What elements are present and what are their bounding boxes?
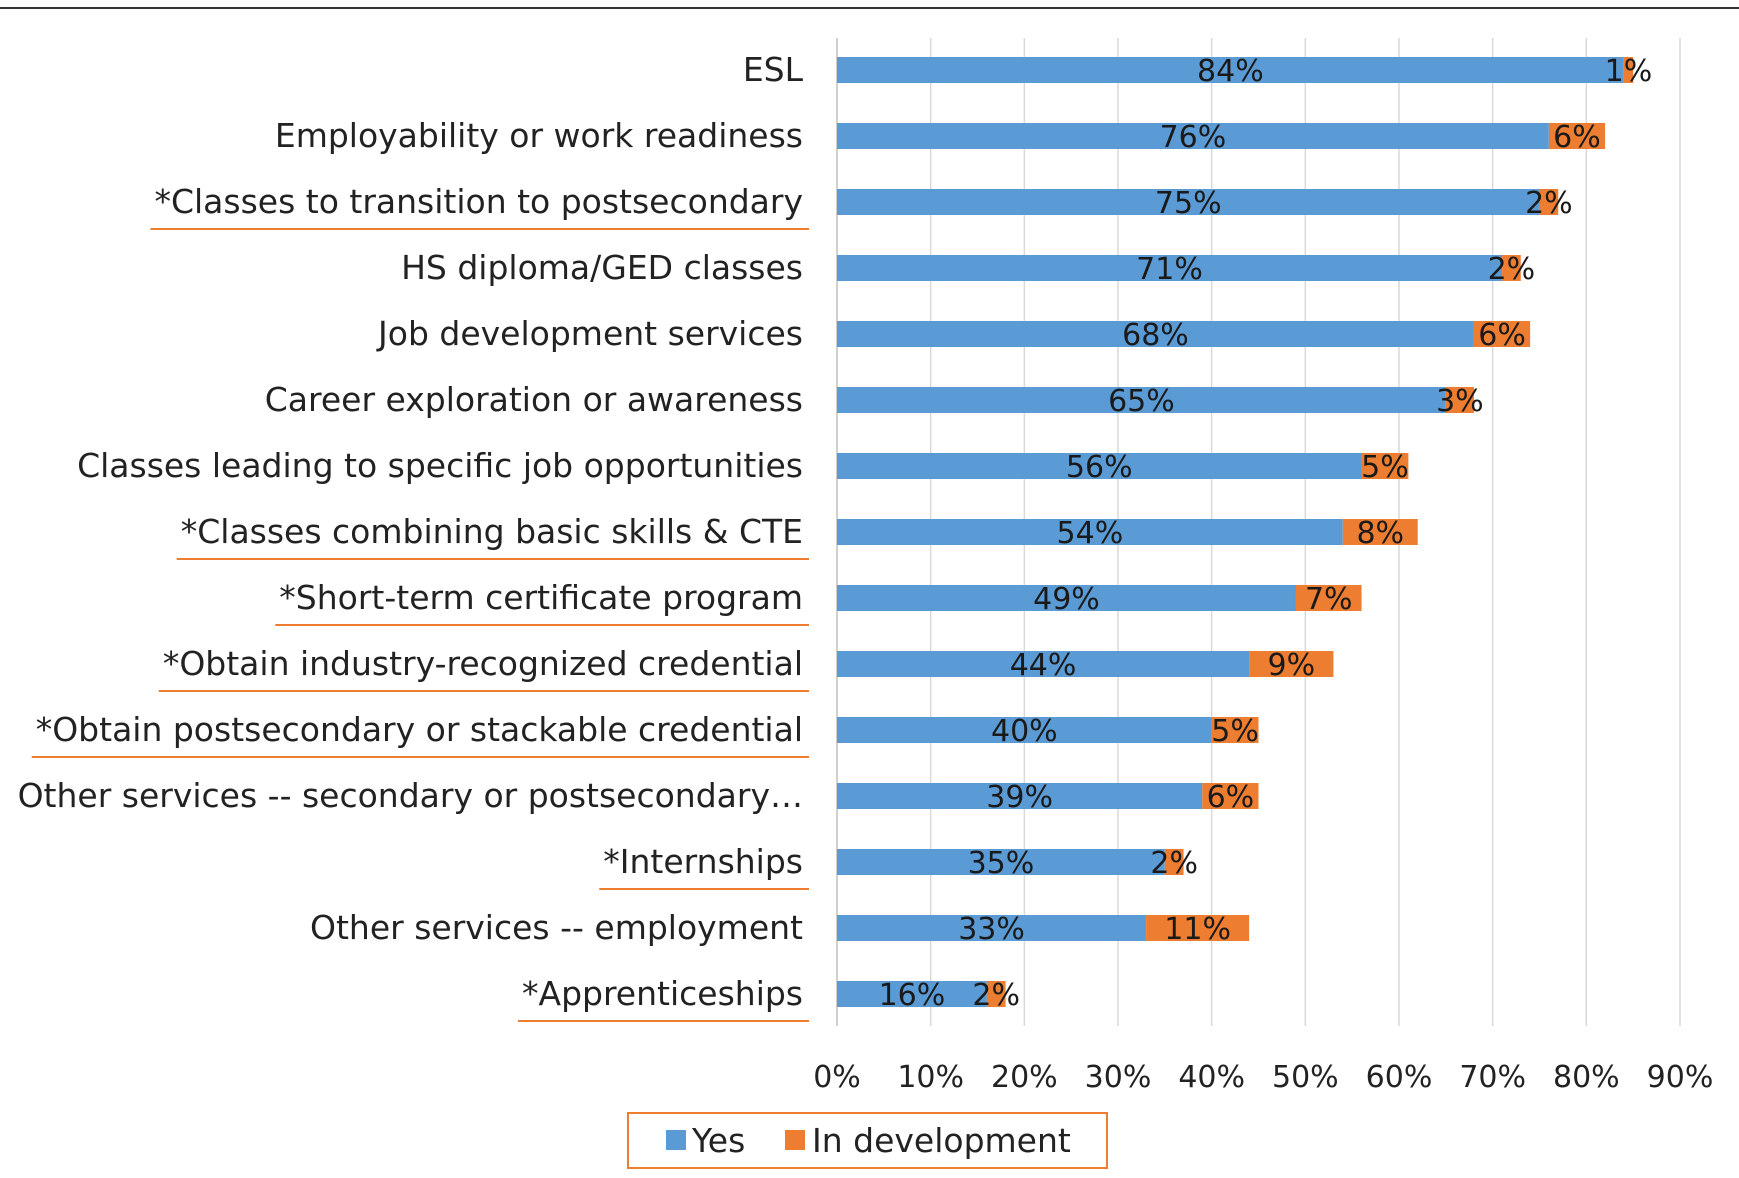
data-label-yes: 68%: [1122, 318, 1189, 353]
bar-yes: [837, 255, 1503, 281]
category-label: *Classes combining basic skills & CTE: [181, 512, 803, 551]
data-label-yes: 76%: [1160, 120, 1227, 155]
data-label-yes: 84%: [1197, 54, 1264, 89]
bar-yes: [837, 915, 1147, 941]
data-label-in-development: 1%: [1605, 54, 1653, 89]
legend: Yes In development: [627, 1112, 1108, 1169]
x-tick-label: 10%: [897, 1060, 964, 1095]
x-axis-tick-labels: 0% 10% 20% 30% 40% 50% 60% 70% 80% 90%: [813, 1060, 1713, 1095]
category-labels: ESL Employability or work readiness *Class…: [18, 50, 809, 1022]
bar-in-development: [1445, 387, 1474, 413]
data-label-in-development: 9%: [1267, 648, 1315, 683]
data-label-yes: 71%: [1136, 252, 1203, 287]
bar-in-development: [1342, 519, 1418, 545]
bar-yes: [837, 981, 987, 1007]
data-label-in-development: 5%: [1361, 450, 1409, 485]
x-tick-label: 0%: [813, 1060, 861, 1095]
bar-yes: [837, 57, 1624, 83]
data-label-in-development: 2%: [1525, 186, 1573, 221]
bar-yes: [837, 453, 1362, 479]
bar-in-development: [986, 981, 1006, 1007]
x-tick-label: 60%: [1366, 1060, 1433, 1095]
data-label-in-development: 7%: [1305, 582, 1353, 617]
bar-yes: [837, 123, 1549, 149]
bar-yes: [837, 651, 1250, 677]
category-label: Career exploration or awareness: [265, 380, 803, 419]
bar-in-development: [1164, 849, 1184, 875]
legend-border: [627, 1112, 1108, 1169]
category-label: *Short-term certificate program: [279, 578, 803, 617]
legend-swatch-in-development: [785, 1130, 805, 1150]
category-label: *Internships: [603, 842, 803, 881]
data-label-yes: 16%: [879, 978, 946, 1013]
category-label: ESL: [743, 50, 804, 89]
data-label-in-development: 8%: [1356, 516, 1404, 551]
data-label-in-development: 2%: [1488, 252, 1536, 287]
data-label-yes: 44%: [1010, 648, 1077, 683]
data-label-yes: 40%: [991, 714, 1058, 749]
category-label: *Apprenticeships: [522, 974, 803, 1013]
x-tick-label: 70%: [1459, 1060, 1526, 1095]
legend-label-yes: Yes: [691, 1121, 745, 1160]
data-label-in-development: 6%: [1553, 120, 1601, 155]
x-tick-label: 90%: [1647, 1060, 1714, 1095]
data-label-in-development: 3%: [1436, 384, 1484, 419]
bar-yes: [837, 387, 1446, 413]
bar-in-development: [1211, 717, 1259, 743]
legend-swatch-yes: [666, 1130, 686, 1150]
data-label-yes: 39%: [986, 780, 1053, 815]
data-label-yes: 75%: [1155, 186, 1222, 221]
x-tick-label: 80%: [1553, 1060, 1620, 1095]
category-label: Other services -- employment: [310, 908, 803, 947]
data-label-yes: 35%: [968, 846, 1035, 881]
data-label-in-development: 11%: [1164, 912, 1231, 947]
bar-yes: [837, 585, 1296, 611]
bar-in-development: [1473, 321, 1531, 347]
data-label-yes: 33%: [958, 912, 1025, 947]
data-label-yes: 54%: [1057, 516, 1124, 551]
x-tick-label: 20%: [991, 1060, 1058, 1095]
data-label-in-development: 2%: [1150, 846, 1198, 881]
category-label: *Obtain industry-recognized credential: [163, 644, 803, 683]
data-label-in-development: 6%: [1478, 318, 1526, 353]
bar-in-development: [1249, 651, 1334, 677]
x-tick-label: 50%: [1272, 1060, 1339, 1095]
bar-yes: [837, 189, 1540, 215]
bars: 84% 1% 76% 6% 75% 2% 71% 2% 68% 6% 65% 3% 56% 5% 54% 8%…: [837, 54, 1652, 1013]
bar-in-development: [1202, 783, 1259, 809]
x-tick-label: 30%: [1085, 1060, 1152, 1095]
bar-in-development: [1623, 57, 1634, 83]
data-label-in-development: 2%: [972, 978, 1020, 1013]
bar-in-development: [1295, 585, 1362, 611]
category-label: Other services -- secondary or postsecon…: [18, 776, 803, 815]
bar-yes: [837, 717, 1212, 743]
category-label: *Classes to transition to postsecondary: [154, 182, 803, 221]
x-tick-label: 40%: [1178, 1060, 1245, 1095]
data-label-in-development: 6%: [1207, 780, 1255, 815]
data-label-in-development: 5%: [1211, 714, 1259, 749]
category-label: Job development services: [376, 314, 803, 353]
data-label-yes: 49%: [1033, 582, 1100, 617]
data-label-yes: 56%: [1066, 450, 1133, 485]
bar-yes: [837, 321, 1474, 347]
category-label: Classes leading to specific job opportun…: [77, 446, 803, 485]
bar-in-development: [1502, 255, 1521, 281]
category-label: HS diploma/GED classes: [401, 248, 803, 287]
data-label-yes: 65%: [1108, 384, 1175, 419]
category-label: *Obtain postsecondary or stackable crede…: [36, 710, 803, 749]
category-label: Employability or work readiness: [275, 116, 803, 155]
legend-label-in-development: In development: [812, 1121, 1071, 1160]
bar-in-development: [1361, 453, 1409, 479]
bar-yes: [837, 849, 1165, 875]
bar-in-development: [1548, 123, 1606, 149]
bar-in-development: [1146, 915, 1250, 941]
bar-yes: [837, 783, 1203, 809]
bar-in-development: [1539, 189, 1559, 215]
bar-yes: [837, 519, 1343, 545]
